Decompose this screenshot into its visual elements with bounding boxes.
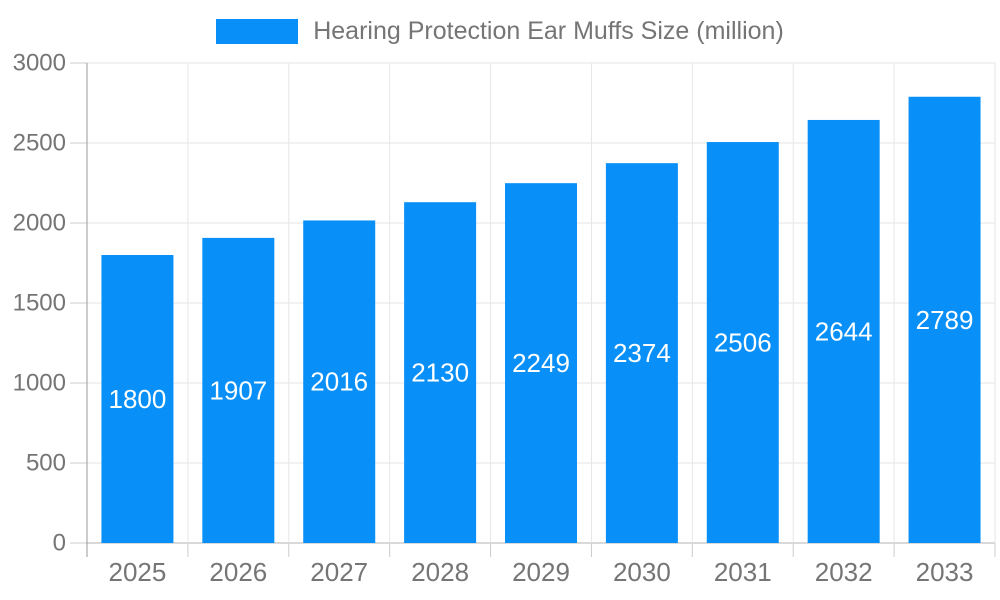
x-tick-label: 2033 [916,557,974,587]
x-tick-label: 2028 [411,557,469,587]
x-tick-label: 2030 [613,557,671,587]
bar-2029[interactable] [505,183,577,543]
bar-value-label: 1907 [209,375,267,405]
y-tick-label: 2500 [13,130,66,157]
bar-value-label: 2130 [411,358,469,388]
bar-2027[interactable] [303,220,376,543]
bar-value-label: 2374 [613,338,671,368]
x-tick-label: 2027 [310,557,368,587]
y-tick-label: 500 [26,450,66,477]
y-tick-label: 1500 [13,290,66,317]
y-tick-label: 2000 [13,210,66,237]
x-tick-label: 2025 [109,557,167,587]
bar-2032[interactable] [807,119,880,544]
bar-value-label: 2016 [310,367,368,397]
bar-value-label: 2249 [512,348,570,378]
bar-2033[interactable] [908,96,981,543]
y-tick-label: 1000 [13,370,66,397]
bar-value-label: 1800 [109,384,167,414]
bar-2028[interactable] [404,202,477,543]
bar-value-label: 2644 [815,316,873,346]
bar-value-label: 2506 [714,328,772,358]
bar-2026[interactable] [202,237,275,543]
legend-swatch [216,19,299,44]
y-tick-label: 0 [53,530,66,557]
x-tick-label: 2032 [815,557,873,587]
bar-value-label: 2789 [916,305,974,335]
bar-2031[interactable] [706,142,779,544]
y-tick-label: 3000 [13,50,66,77]
legend-item[interactable]: Hearing Protection Ear Muffs Size (milli… [0,17,1000,46]
x-tick-label: 2029 [512,557,570,587]
x-tick-label: 2031 [714,557,772,587]
legend-label: Hearing Protection Ear Muffs Size (milli… [313,17,784,45]
bar-2025[interactable] [101,255,174,543]
bar-2030[interactable] [605,163,678,543]
x-tick-label: 2026 [209,557,267,587]
